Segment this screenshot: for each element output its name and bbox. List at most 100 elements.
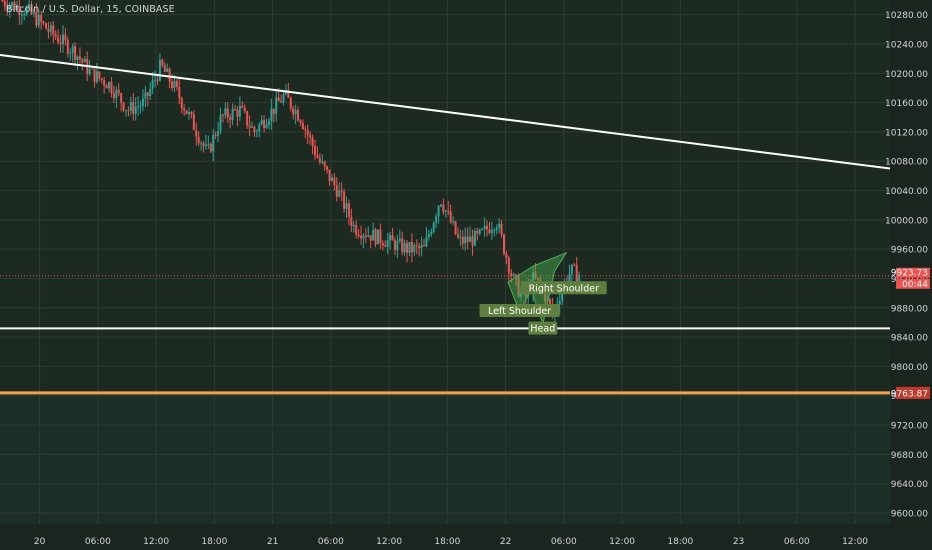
- candle-body: [561, 289, 564, 301]
- candle-body: [98, 71, 101, 79]
- candle-body: [226, 108, 229, 118]
- candle-body: [127, 110, 130, 112]
- time-axis-label: 22: [500, 537, 511, 547]
- candle-body: [420, 245, 423, 249]
- candle-body: [1, 0, 4, 2]
- candle-body: [507, 258, 510, 274]
- candle-body: [200, 143, 203, 145]
- candle-body: [151, 80, 154, 89]
- candle-body: [115, 89, 118, 99]
- candle-body: [439, 204, 442, 207]
- candle-body: [141, 98, 144, 106]
- candle-body: [338, 190, 341, 197]
- candle-body: [427, 234, 430, 237]
- descending-trendline[interactable]: [0, 53, 891, 170]
- candle-body: [454, 221, 457, 234]
- candle-body: [146, 92, 149, 97]
- candle-body: [292, 108, 295, 115]
- price-axis-label: 10040.00: [885, 187, 928, 197]
- candle-body: [219, 114, 222, 132]
- candle-body: [149, 88, 152, 97]
- candle-body: [83, 58, 86, 63]
- candle-body: [558, 300, 561, 305]
- candle-body: [260, 120, 263, 125]
- candle-body: [498, 223, 501, 228]
- candle-body: [495, 227, 498, 230]
- candle-body: [517, 277, 520, 297]
- candle-body: [263, 120, 266, 128]
- pattern-label: Head: [530, 324, 555, 335]
- candle-body: [78, 56, 81, 60]
- candle-body: [209, 144, 212, 152]
- candle-body: [35, 12, 38, 26]
- candle-body: [277, 97, 280, 102]
- candle-body: [173, 80, 176, 89]
- candle-body: [461, 236, 464, 244]
- candle-body: [333, 177, 336, 186]
- candle-body: [524, 292, 527, 297]
- time-axis-label: 18:00: [201, 537, 227, 547]
- candle-body: [171, 81, 174, 89]
- time-axis-label: 12:00: [842, 537, 868, 547]
- price-level-label: 9763.87: [891, 389, 928, 399]
- candle-body: [166, 68, 169, 72]
- plot-background-lower: [0, 392, 890, 524]
- candle-body: [299, 120, 302, 123]
- candle-body: [28, 4, 31, 8]
- candle-body: [250, 126, 253, 128]
- candle-body: [408, 241, 411, 253]
- candle-body: [335, 185, 338, 197]
- candle-body: [243, 107, 246, 112]
- candle-body: [88, 69, 91, 74]
- plot-background-upper: [0, 0, 890, 393]
- candle-body: [544, 288, 547, 302]
- candle-body: [343, 191, 346, 209]
- candle-body: [267, 120, 270, 126]
- candle-body: [367, 235, 370, 237]
- candle-body: [154, 79, 157, 81]
- candle-body: [398, 238, 401, 241]
- candle-body: [23, 14, 26, 16]
- candle-body: [384, 245, 387, 247]
- candle-body: [483, 225, 486, 229]
- candle-body: [418, 245, 421, 249]
- candle-body: [137, 106, 140, 108]
- candle-body: [246, 111, 249, 126]
- candle-body: [486, 225, 489, 230]
- candle-body: [134, 106, 137, 114]
- candle-body: [168, 68, 171, 82]
- candle-body: [323, 161, 326, 167]
- candle-body: [393, 240, 396, 251]
- time-axis-label: 06:00: [784, 537, 810, 547]
- candle-body: [124, 110, 127, 112]
- candle-body: [578, 274, 581, 282]
- candle-body: [357, 234, 360, 236]
- candle-body: [478, 229, 481, 234]
- time-axis-label: 12:00: [376, 537, 402, 547]
- candle-body: [76, 56, 79, 61]
- candle-body: [573, 264, 576, 266]
- pattern-label-bg: [528, 321, 558, 335]
- candle-body: [490, 230, 493, 234]
- candle-body: [204, 144, 207, 147]
- current-price-label: 9923.73: [891, 268, 928, 278]
- candle-body: [350, 216, 353, 227]
- candle-body: [316, 155, 319, 158]
- candle-body: [185, 110, 188, 114]
- candle-body: [265, 125, 268, 128]
- candle-body: [241, 105, 244, 108]
- candle-body: [352, 224, 355, 227]
- candle-body: [197, 136, 200, 144]
- candle-body: [481, 228, 484, 230]
- candle-body: [122, 102, 125, 111]
- candle-body: [221, 114, 224, 116]
- candle-body: [534, 272, 537, 278]
- candle-body: [214, 134, 217, 136]
- candle-body: [381, 242, 384, 246]
- candle-body: [202, 143, 205, 147]
- candle-body: [423, 245, 426, 247]
- candle-body: [95, 71, 98, 83]
- candle-body: [161, 59, 164, 66]
- candle-body: [437, 206, 440, 217]
